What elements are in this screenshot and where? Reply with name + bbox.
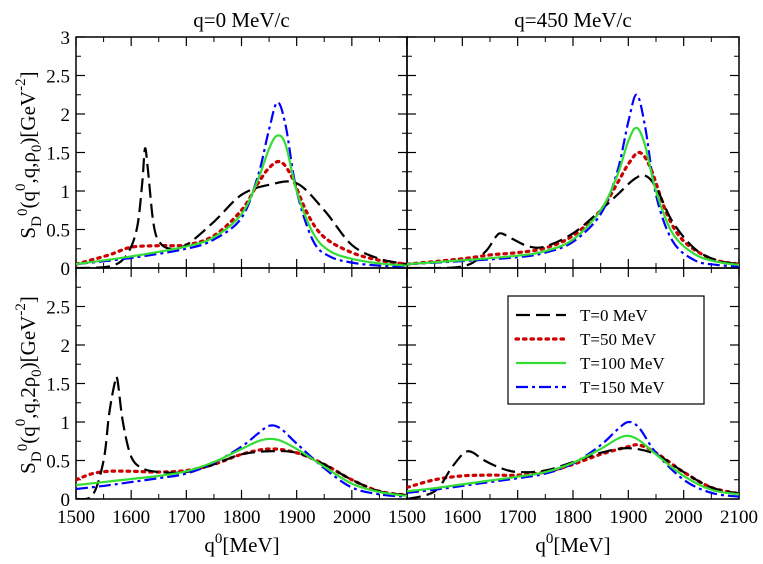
- x-tick-label: 1800: [223, 507, 261, 528]
- axis-ticks: 1500 1600 1700 1800 1900 2000 1500 1600 1700 1800…: [46, 28, 758, 528]
- x-tick-label: 1700: [499, 507, 537, 528]
- series-line-t-150-mev: [407, 420, 739, 498]
- legend-label: T=50 MeV: [580, 330, 657, 349]
- panel-frame: [75, 267, 408, 500]
- x-tick-label: 1900: [609, 507, 647, 528]
- panel-curves: [407, 93, 739, 268]
- x-tick-label: 1500: [388, 507, 426, 528]
- y-tick-label-top: 1.5: [46, 144, 70, 165]
- y-tick-label-top: 0: [61, 259, 71, 280]
- y-tick-label-bottom: 2: [61, 336, 71, 357]
- panel-curves: [76, 101, 407, 268]
- legend-label: T=0 MeV: [580, 306, 648, 325]
- y-tick-label-bottom: 0: [61, 490, 71, 511]
- svg-text:SD0(q0,q,2ρ0)[GeV-2]: SD0(q0,q,2ρ0)[GeV-2]: [13, 296, 45, 474]
- series-curves: [76, 93, 739, 499]
- series-line-t-100-mev: [407, 126, 739, 267]
- y-tick-label-bottom: 2.5: [46, 298, 70, 319]
- panel-frame: [75, 36, 408, 269]
- y-tick-label-bottom: 1.5: [46, 375, 70, 396]
- x-tick-label: 1500: [57, 507, 95, 528]
- y-tick-label-top: 0.5: [46, 221, 70, 242]
- panel-curves: [407, 420, 739, 499]
- series-line-t-50-mev: [407, 150, 739, 266]
- x-axis-label-left: q0[MeV]: [204, 531, 279, 557]
- series-line-t-150-mev: [407, 93, 739, 268]
- x-tick-label: 1800: [554, 507, 592, 528]
- series-line-t-100-mev: [76, 437, 407, 498]
- series-line-t-50-mev: [76, 159, 407, 266]
- legend-label: T=150 MeV: [580, 378, 665, 397]
- panel-curves: [76, 375, 407, 499]
- y-tick-label-bottom: 0.5: [46, 452, 70, 473]
- y-tick-label-top: 2: [61, 105, 71, 126]
- series-line-t-0-mev: [407, 174, 739, 268]
- series-line-t-150-mev: [76, 424, 407, 498]
- x-tick-label: 1600: [443, 507, 481, 528]
- panel-title-left: q=0 MeV/c: [193, 8, 289, 32]
- series-line-t-100-mev: [76, 134, 407, 267]
- y-tick-label-top: 3: [61, 28, 71, 49]
- x-tick-label: 2000: [333, 507, 371, 528]
- x-tick-label: 2000: [665, 507, 703, 528]
- x-tick-label: 1900: [278, 507, 316, 528]
- y-axis-label-top: SD0(q0,q,ρ0)[GeV-2]: [13, 71, 45, 238]
- legend: T=0 MeV T=50 MeV T=100 MeV T=150 MeV: [507, 295, 705, 405]
- y-tick-label-top: 2.5: [46, 67, 70, 88]
- series-line-t-50-mev: [76, 447, 407, 497]
- y-tick-label-bottom: 1: [61, 413, 71, 434]
- x-tick-label: 1700: [167, 507, 205, 528]
- series-line-t-0-mev: [407, 447, 739, 499]
- x-tick-label: 1600: [112, 507, 150, 528]
- x-axis-label-right: q0[MeV]: [535, 531, 610, 557]
- y-axis-label-bottom: SD0(q0,q,2ρ0)[GeV-2]: [13, 296, 45, 474]
- x-tick-label: 2100: [720, 507, 758, 528]
- panel-title-right: q=450 MeV/c: [514, 8, 631, 32]
- series-line-t-0-mev: [76, 375, 407, 499]
- y-tick-label-top: 1: [61, 182, 71, 203]
- series-line-t-100-mev: [407, 434, 739, 496]
- svg-text:SD0(q0,q,ρ0)[GeV-2]: SD0(q0,q,ρ0)[GeV-2]: [13, 71, 45, 238]
- series-line-t-150-mev: [76, 101, 407, 268]
- legend-label: T=100 MeV: [580, 354, 665, 373]
